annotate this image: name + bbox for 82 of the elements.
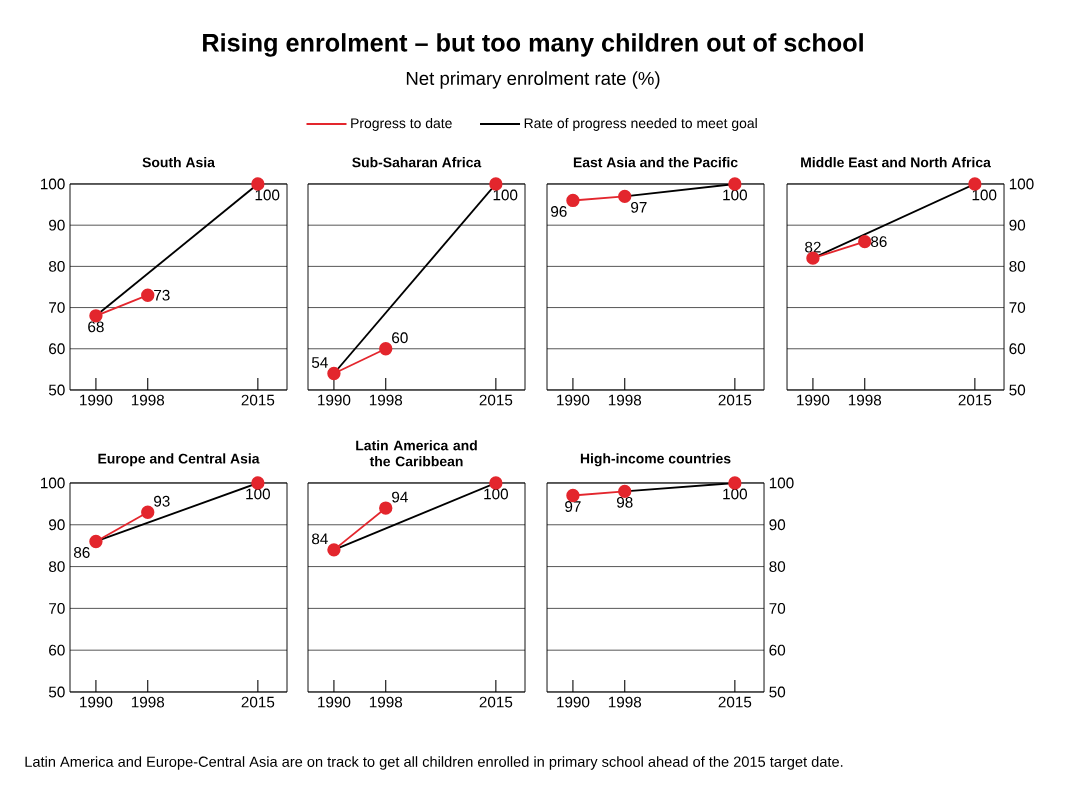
- x-tick-label: 1998: [848, 394, 882, 406]
- data-label: 86: [73, 547, 90, 558]
- data-label: 97: [631, 201, 647, 213]
- text: Latin America and Europe-Central Asia are on track to get all children enrolled in primary school ahead of the 2015 target date.: [25, 756, 843, 770]
- data-label: 100: [723, 189, 747, 201]
- y-tick-label: 80: [1009, 260, 1026, 272]
- text: Rising enrolment – but too many children out of school: [203, 33, 863, 57]
- chart-title: High-income countries: [580, 453, 731, 467]
- data-label: 100: [484, 488, 508, 500]
- data-label: 94: [392, 491, 408, 503]
- x-tick-label: 1998: [608, 394, 642, 406]
- y-tick-label: 70: [1009, 302, 1026, 313]
- x-tick-label: 2015: [241, 696, 275, 708]
- data-label: 60: [392, 332, 408, 344]
- x-tick-label: 2015: [479, 696, 513, 708]
- x-tick-label: 1998: [608, 696, 642, 708]
- text: Net primary enrolment rate (%): [406, 71, 660, 89]
- y-tick-label: 100: [40, 178, 65, 190]
- data-label: 82: [805, 241, 821, 253]
- x-tick-label: 2015: [958, 394, 992, 406]
- chart-title: East Asia and the Pacific: [573, 157, 738, 168]
- data-label: 98: [616, 496, 633, 508]
- chart-title: Latin America and the Caribbean: [356, 440, 477, 467]
- chart-title: Europe and Central Asia: [98, 453, 260, 467]
- data-label: 73: [154, 289, 170, 301]
- y-tick-label: 80: [769, 561, 786, 572]
- x-tick-label: 1998: [369, 394, 403, 406]
- legend-label: Progress to date: [351, 117, 452, 131]
- chart-title: South Asia: [142, 157, 215, 168]
- y-tick-label: 90: [1009, 219, 1026, 231]
- data-label: 84: [312, 533, 328, 545]
- point: [858, 235, 872, 249]
- y-tick-label: 80: [48, 561, 65, 572]
- x-tick-label: 2015: [479, 394, 513, 406]
- x-tick-label: 1990: [797, 394, 830, 406]
- legend-label: Rate of progress needed to meet goal: [524, 117, 757, 131]
- data-label: 86: [871, 236, 887, 248]
- y-tick-label: 70: [49, 302, 65, 313]
- y-tick-label: 60: [1009, 343, 1026, 355]
- y-tick-label: 60: [49, 343, 65, 355]
- x-tick-label: 2015: [718, 696, 752, 708]
- x-tick-label: 1990: [80, 394, 113, 406]
- data-label: 54: [311, 357, 328, 368]
- point: [89, 534, 103, 549]
- point: [141, 288, 155, 302]
- x-tick-label: 1998: [131, 394, 165, 406]
- y-tick-label: 50: [769, 686, 786, 698]
- x-tick-label: 1990: [80, 696, 113, 708]
- y-tick-label: 100: [769, 477, 794, 489]
- y-tick-label: 60: [49, 644, 65, 656]
- y-tick-label: 90: [49, 219, 65, 231]
- y-tick-label: 50: [48, 686, 65, 698]
- point: [141, 505, 155, 519]
- y-tick-label: 70: [769, 602, 786, 614]
- x-tick-label: 1990: [318, 696, 351, 708]
- data-label: 100: [493, 189, 518, 201]
- y-tick-label: 50: [48, 384, 65, 396]
- chart-title: Sub-Saharan Africa: [352, 157, 482, 168]
- y-tick-label: 70: [49, 602, 65, 614]
- y-tick-label: 100: [1009, 178, 1034, 190]
- x-tick-label: 1990: [557, 696, 590, 708]
- x-tick-label: 1998: [131, 696, 165, 708]
- data-label: 68: [88, 321, 104, 333]
- x-tick-label: 1990: [557, 394, 590, 406]
- data-label: 100: [972, 189, 997, 201]
- chart-title: Middle East and North Africa: [801, 157, 991, 168]
- y-tick-label: 90: [769, 519, 786, 531]
- y-tick-label: 80: [48, 260, 65, 272]
- data-label: 93: [154, 495, 170, 507]
- y-tick-label: 100: [40, 477, 65, 489]
- x-tick-label: 1990: [318, 394, 351, 406]
- x-tick-label: 2015: [241, 394, 275, 406]
- data-label: 100: [255, 189, 280, 201]
- data-label: 100: [246, 488, 270, 500]
- x-tick-label: 1998: [369, 696, 403, 708]
- y-tick-label: 60: [769, 644, 786, 656]
- y-tick-label: 90: [49, 519, 65, 531]
- data-label: 96: [551, 206, 567, 217]
- x-tick-label: 2015: [718, 394, 752, 406]
- data-label: 97: [565, 501, 581, 512]
- y-tick-label: 50: [1009, 384, 1026, 396]
- data-label: 100: [723, 488, 747, 500]
